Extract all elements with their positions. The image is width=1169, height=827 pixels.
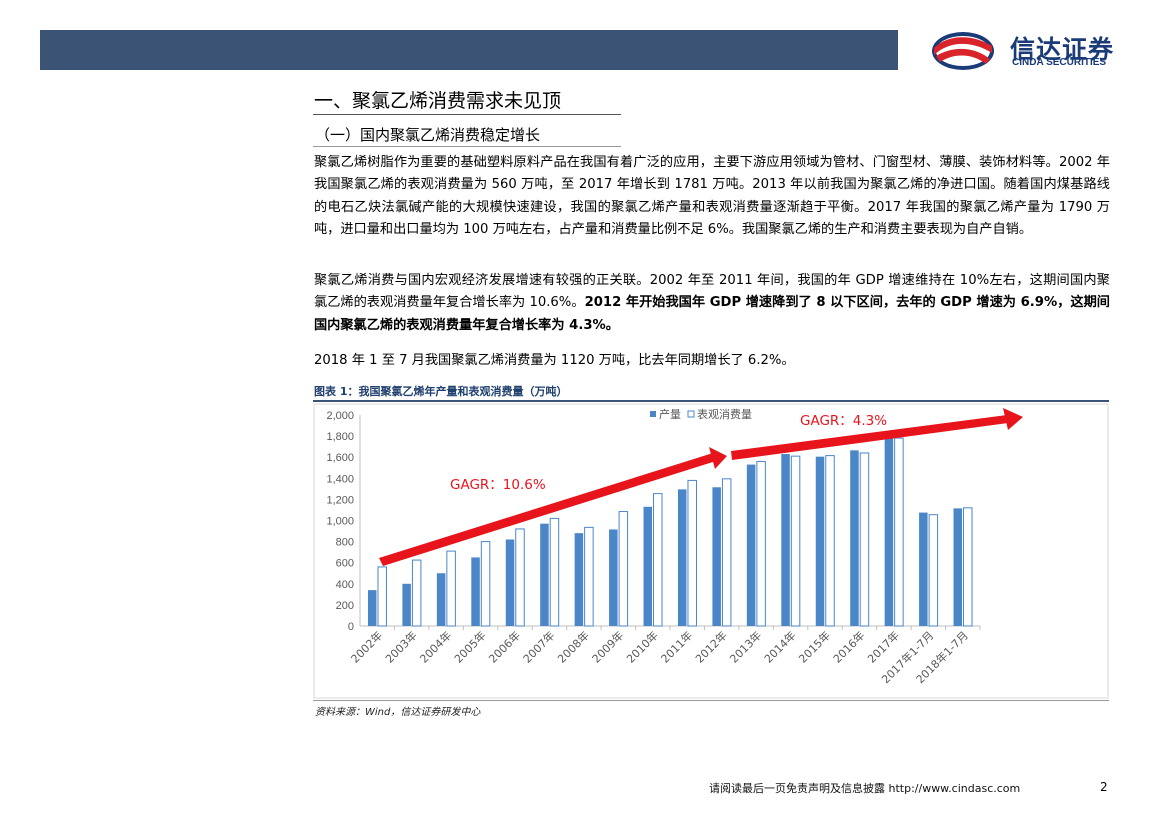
growth-arrow-shaft-1 (379, 453, 716, 566)
bar-production (643, 506, 653, 626)
x-tick-label: 2013年 (727, 628, 764, 665)
bar-production (505, 539, 515, 626)
bar-production (884, 437, 894, 626)
heading-divider (313, 114, 621, 115)
bar-consumption (653, 493, 663, 627)
legend-label-production: 产量 (659, 407, 681, 421)
y-tick-label: 200 (336, 600, 354, 612)
footer-disclaimer: 请阅读最后一页免责声明及信息披露 http://www.cindasc.com (709, 782, 1021, 795)
bar-production (436, 573, 446, 626)
bar-consumption (549, 517, 560, 627)
x-tick-label: 2010年 (623, 628, 660, 665)
x-tick-label: 2016年 (830, 628, 867, 665)
paragraph-2-text: 聚氯乙烯消费与国内宏观经济发展增速有较强的正关联。2002 年至 2011 年间… (314, 273, 1110, 311)
bar-consumption (756, 460, 766, 627)
growth-arrow-shaft-2 (731, 415, 1008, 460)
x-tick-label: 2004年 (417, 628, 454, 665)
x-tick-label: 2008年 (555, 628, 592, 665)
x-tick-label: 2015年 (796, 628, 833, 665)
source-note: 资料来源：Wind，信达证券研发中心 (315, 707, 481, 718)
bar-consumption (687, 479, 697, 627)
bar-consumption (790, 455, 801, 627)
y-tick-label: 1,000 (326, 516, 354, 528)
x-tick-label: 2005年 (451, 628, 488, 665)
bar-consumption (859, 452, 870, 627)
bar-consumption (515, 528, 525, 627)
production-consumption-chart: 0 200 400 600 800 1,000 1,200 1,400 1,600 1,800 2,… (313, 403, 1109, 699)
bar-consumption (721, 478, 732, 627)
x-tick-label: 2014年 (761, 628, 798, 665)
y-tick-label: 600 (336, 558, 354, 570)
subsection-heading: （一）国内聚氯乙烯消费稳定增长 (315, 126, 541, 144)
bar-production (746, 464, 756, 626)
x-tick-label: 2006年 (486, 628, 523, 665)
section-heading: 一、聚氯乙烯消费需求未见顶 (314, 90, 562, 112)
bar-consumption (963, 507, 973, 627)
bar-consumption (480, 541, 491, 627)
x-tick-label: 2011年 (658, 628, 695, 665)
bar-consumption (825, 455, 835, 627)
legend-swatch-production (650, 411, 656, 417)
bar-production (609, 529, 618, 626)
bar-production (781, 454, 790, 626)
bar-production (574, 533, 584, 626)
x-tick-label: 2003年 (382, 628, 419, 665)
subheading-divider (313, 146, 621, 147)
cinda-logo-icon (932, 32, 994, 70)
bar-production (677, 489, 687, 626)
bar-production (953, 508, 963, 626)
bar-production (367, 590, 377, 626)
bar-consumption (894, 437, 904, 627)
paragraph-1: 聚氯乙烯树脂作为重要的基础塑料原料产品在我国有着广泛的应用，主要下游应用领域为管… (314, 155, 1110, 237)
y-tick-label: 800 (336, 537, 354, 549)
growth-arrow-head-2 (1003, 408, 1023, 430)
bar-production (815, 456, 825, 626)
y-tick-label: 400 (336, 579, 354, 591)
x-tick-label: 2002年 (348, 628, 385, 665)
bar-consumption (618, 511, 629, 627)
bar-production (712, 487, 721, 626)
growth-arrow-head-1 (709, 447, 727, 469)
page-number: 2 (1100, 780, 1108, 794)
x-tick-label: 2009年 (589, 628, 626, 665)
bar-production (402, 583, 411, 626)
bar-production (540, 523, 549, 626)
paragraph-3: 2018 年 1 至 7 月我国聚氯乙烯消费量为 1120 万吨，比去年同期增长… (314, 353, 795, 368)
y-tick-label: 0 (348, 621, 354, 633)
x-tick-label: 2012年 (692, 628, 729, 665)
bar-production (850, 450, 859, 626)
paragraph-2-bold-text: 2012 年开始我国年 GDP 增速降到了 8 以下区间，去年的 GDP 增速为… (314, 295, 1110, 333)
bar-consumption (411, 559, 422, 627)
chart-frame (313, 403, 1109, 699)
bar-consumption (584, 526, 594, 627)
bar-consumption (377, 566, 387, 627)
header-band (40, 30, 898, 70)
legend-label-consumption: 表观消费量 (697, 407, 752, 421)
figure-title: 图表 1：我国聚氯乙烯年产量和表观消费量（万吨） (314, 385, 568, 398)
logo-chinese-name: 信达证券 (1010, 35, 1115, 64)
bar-consumption (446, 550, 456, 627)
figure-title-rule (313, 400, 1109, 402)
source-divider (313, 700, 1109, 701)
legend-swatch-consumption (687, 410, 695, 418)
y-tick-label: 1,800 (326, 431, 354, 443)
bar-consumption (928, 514, 939, 627)
bar-production (919, 512, 928, 626)
annotation-cagr-1: GAGR：10.6% (450, 477, 546, 493)
paragraph-2: 聚氯乙烯消费与国内宏观经济发展增速有较强的正关联。2002 年至 2011 年间… (314, 270, 1110, 337)
x-tick-label: 2007年 (520, 628, 557, 665)
annotation-cagr-2: GAGR：4.3% (800, 413, 887, 429)
y-tick-label: 1,200 (326, 494, 354, 506)
logo-english-name: CINDA SECURITIES (1012, 57, 1107, 68)
bar-production (471, 557, 480, 626)
y-tick-label: 2,000 (326, 410, 354, 422)
y-tick-label: 1,600 (326, 452, 354, 464)
y-tick-label: 1,400 (326, 473, 354, 485)
